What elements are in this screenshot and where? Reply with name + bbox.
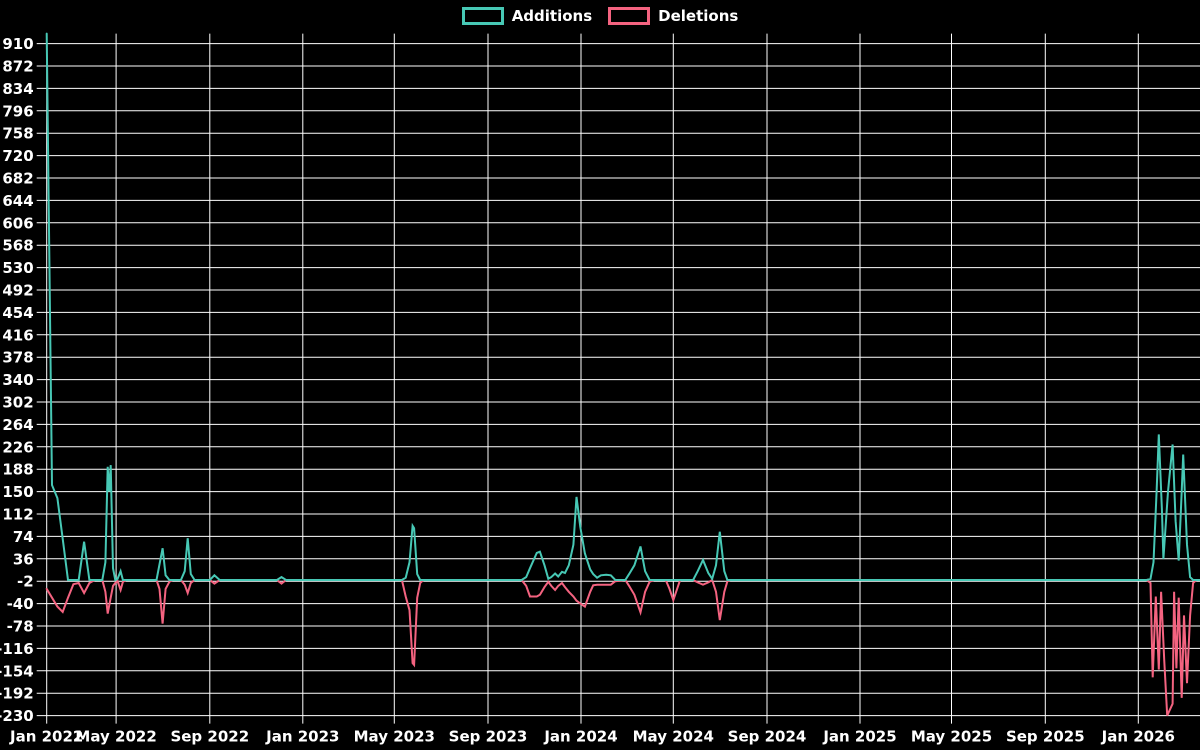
y-tick-label: 150 bbox=[2, 483, 33, 501]
x-tick-label: Jan 2024 bbox=[543, 728, 617, 746]
x-tick-label: May 2023 bbox=[354, 728, 435, 746]
deletions-line bbox=[45, 578, 1200, 717]
y-tick-label: 644 bbox=[2, 192, 33, 210]
y-tick-label: 340 bbox=[2, 371, 33, 389]
additions-swatch-icon bbox=[461, 7, 504, 25]
y-tick-label: 416 bbox=[2, 326, 33, 344]
y-tick-label: 74 bbox=[13, 528, 34, 546]
legend-label-additions: Additions bbox=[511, 7, 593, 25]
y-tick-label: 682 bbox=[2, 170, 33, 188]
x-tick-label: Sep 2022 bbox=[170, 728, 249, 746]
y-tick-label: 758 bbox=[2, 125, 33, 143]
y-tick-label: 226 bbox=[2, 438, 33, 456]
y-tick-label: 188 bbox=[2, 461, 33, 479]
y-tick-label: -78 bbox=[7, 618, 34, 636]
x-tick-label: Jan 2025 bbox=[822, 728, 896, 746]
y-tick-label: -116 bbox=[0, 640, 34, 658]
y-tick-label: 834 bbox=[2, 80, 33, 98]
y-tick-label: 264 bbox=[2, 416, 33, 434]
x-tick-label: Jan 2022 bbox=[9, 728, 83, 746]
x-tick-label: Sep 2025 bbox=[1006, 728, 1085, 746]
y-tick-label: 454 bbox=[2, 304, 33, 322]
y-tick-label: -2 bbox=[17, 573, 34, 591]
legend-item-additions: Additions bbox=[461, 6, 593, 26]
x-tick-label: May 2022 bbox=[75, 728, 156, 746]
y-tick-label: 378 bbox=[2, 349, 33, 367]
x-tick-label: May 2025 bbox=[911, 728, 992, 746]
y-tick-label: 112 bbox=[2, 506, 33, 524]
y-tick-label: 492 bbox=[2, 282, 33, 300]
x-tick-label: Jan 2023 bbox=[265, 728, 339, 746]
x-tick-label: Jan 2026 bbox=[1101, 728, 1175, 746]
x-tick-label: Sep 2024 bbox=[728, 728, 807, 746]
y-tick-label: 568 bbox=[2, 237, 33, 255]
y-tick-label: 302 bbox=[2, 394, 33, 412]
deletions-swatch-icon bbox=[608, 7, 651, 25]
y-tick-label: 530 bbox=[2, 259, 33, 277]
y-tick-label: 720 bbox=[2, 147, 33, 165]
y-tick-label: 796 bbox=[2, 102, 33, 120]
y-tick-label: -40 bbox=[7, 595, 34, 613]
additions-line bbox=[45, 32, 1200, 582]
gridlines bbox=[36, 33, 1200, 724]
y-tick-label: -192 bbox=[0, 685, 34, 703]
axis-labels: 910 872 834 796 758 720 682 644 606 568 530 492 454 4… bbox=[0, 35, 1175, 746]
x-tick-label: Sep 2023 bbox=[449, 728, 528, 746]
legend-label-deletions: Deletions bbox=[658, 7, 739, 25]
y-tick-label: -154 bbox=[0, 662, 34, 680]
chart-legend: Additions Deletions bbox=[0, 6, 1200, 26]
legend-item-deletions: Deletions bbox=[608, 6, 738, 26]
y-tick-label: 872 bbox=[2, 58, 33, 76]
y-tick-label: 36 bbox=[13, 550, 34, 568]
y-tick-label: -230 bbox=[0, 707, 34, 725]
y-tick-label: 606 bbox=[2, 214, 33, 232]
x-tick-label: May 2024 bbox=[633, 728, 714, 746]
y-tick-label: 910 bbox=[2, 35, 33, 53]
